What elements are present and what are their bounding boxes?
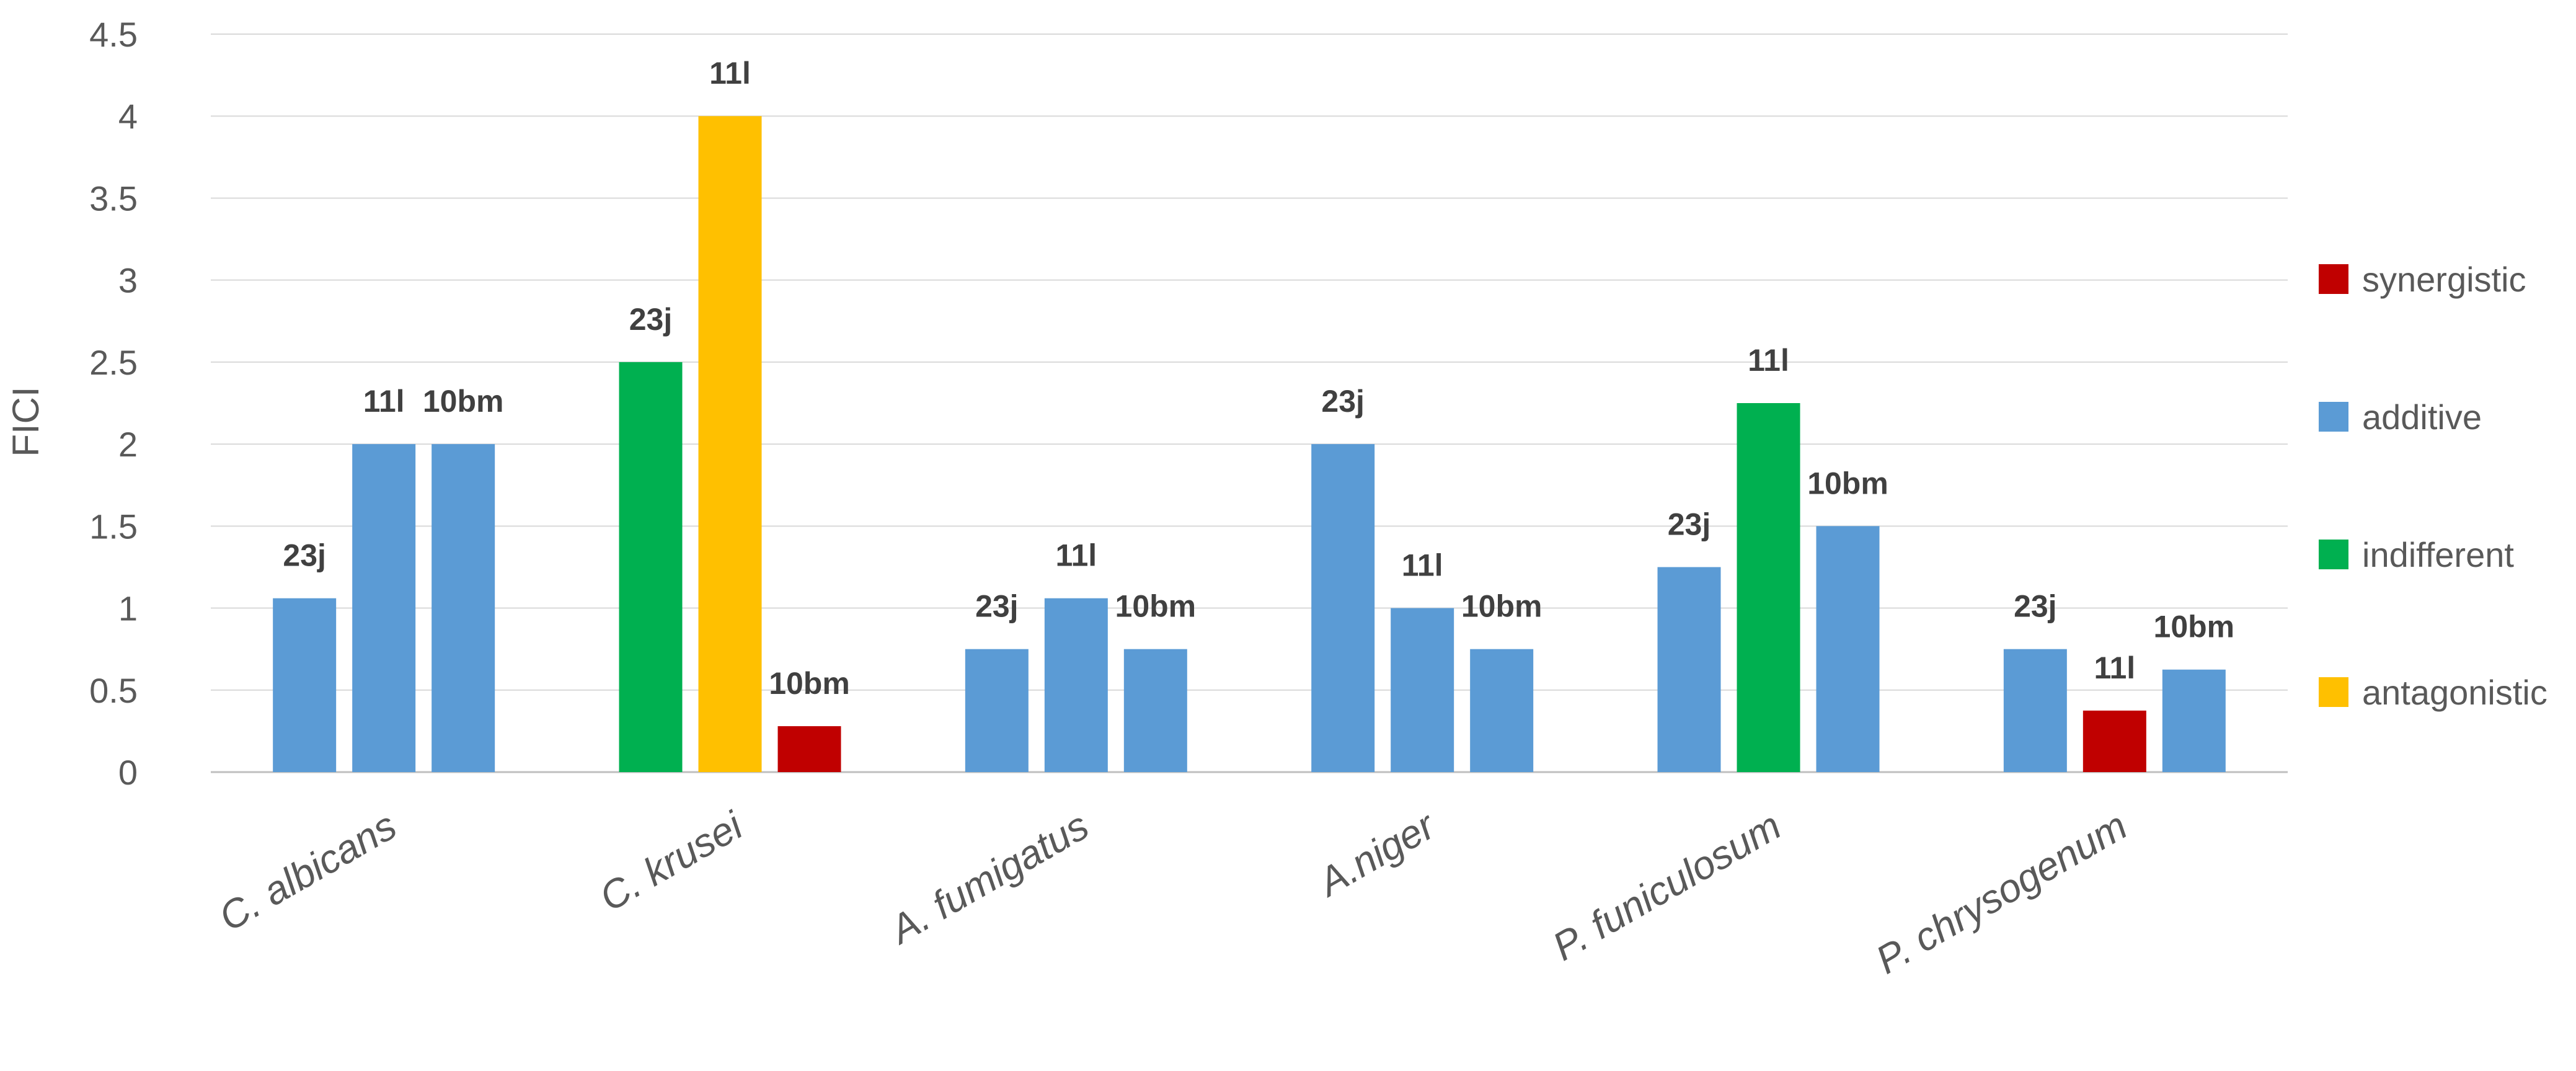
x-category-label: P. funiculosum	[1545, 803, 1788, 969]
y-tick-label: 2.5	[89, 343, 138, 382]
legend-label: synergistic	[2362, 260, 2526, 299]
data-label: 10bm	[423, 384, 504, 419]
x-axis-category-labels: C. albicans C. krusei A. fumigatus A.niger P…	[211, 802, 2135, 982]
bar	[2003, 649, 2067, 772]
legend-label: additive	[2362, 398, 2482, 437]
y-tick-label: 3.5	[89, 179, 138, 218]
bar	[2082, 710, 2146, 772]
bar	[273, 598, 337, 772]
x-category-label: A.niger	[1309, 802, 1443, 905]
y-axis-title: FICI	[5, 386, 46, 456]
data-label: 11l	[363, 384, 405, 419]
data-label: 23j	[1668, 507, 1711, 541]
data-label: 11l	[709, 56, 751, 91]
data-label: 11l	[1055, 538, 1097, 573]
bar	[1816, 526, 1880, 772]
bar	[2162, 669, 2226, 772]
data-label: 23j	[1321, 384, 1365, 419]
bar	[965, 649, 1029, 772]
legend-swatch	[2319, 264, 2348, 294]
data-label: 11l	[1748, 343, 1789, 378]
bar	[619, 362, 683, 772]
y-tick-label: 3	[118, 261, 138, 300]
y-tick-label: 0	[118, 753, 138, 792]
data-label: 23j	[629, 302, 673, 337]
legend-label: indifferent	[2362, 535, 2514, 574]
bar	[1391, 608, 1454, 772]
data-label: 10bm	[2154, 610, 2235, 644]
bar	[352, 444, 416, 772]
x-category-label: C. krusei	[592, 802, 751, 920]
bar	[1311, 444, 1375, 772]
data-label: 10bm	[1461, 589, 1543, 624]
y-tick-label: 1	[118, 589, 138, 628]
data-label: 11l	[2094, 651, 2135, 685]
data-label: 10bm	[1807, 466, 1888, 500]
y-tick-label: 2	[118, 425, 138, 464]
data-label: 10bm	[769, 666, 850, 701]
bar	[1657, 567, 1721, 772]
legend: synergistic additive indifferent antagonist…	[2319, 260, 2547, 712]
bar	[698, 116, 762, 773]
y-tick-label: 0.5	[89, 671, 138, 710]
x-category-label: P. chrysogenum	[1868, 803, 2134, 982]
bars	[273, 116, 2226, 773]
legend-swatch	[2319, 540, 2348, 569]
data-labels: 23j 11l 10bm 23j 11l 10bm 23j 11l 10bm 23j 11l 10bm…	[283, 56, 2234, 701]
bar	[1737, 403, 1800, 772]
legend-swatch	[2319, 677, 2348, 707]
bar	[432, 444, 495, 772]
bar	[1123, 649, 1187, 772]
data-label: 23j	[2014, 589, 2057, 624]
legend-label: antagonistic	[2362, 673, 2547, 712]
bar	[1044, 598, 1108, 772]
y-axis-ticks: 0 0.5 1 1.5 2 2.5 3 3.5 4 4.5	[89, 15, 138, 792]
data-label: 23j	[975, 589, 1019, 624]
bar	[777, 726, 841, 772]
bar	[1470, 649, 1534, 772]
data-label: 11l	[1402, 548, 1443, 583]
y-tick-label: 4	[118, 97, 138, 136]
x-category-label: A. fumigatus	[880, 803, 1096, 953]
data-label: 23j	[283, 538, 326, 573]
y-tick-label: 4.5	[89, 15, 138, 54]
x-category-label: C. albicans	[211, 803, 404, 940]
gridlines	[211, 33, 2288, 773]
y-tick-label: 1.5	[89, 507, 138, 546]
data-label: 10bm	[1115, 589, 1197, 624]
legend-swatch	[2319, 402, 2348, 432]
